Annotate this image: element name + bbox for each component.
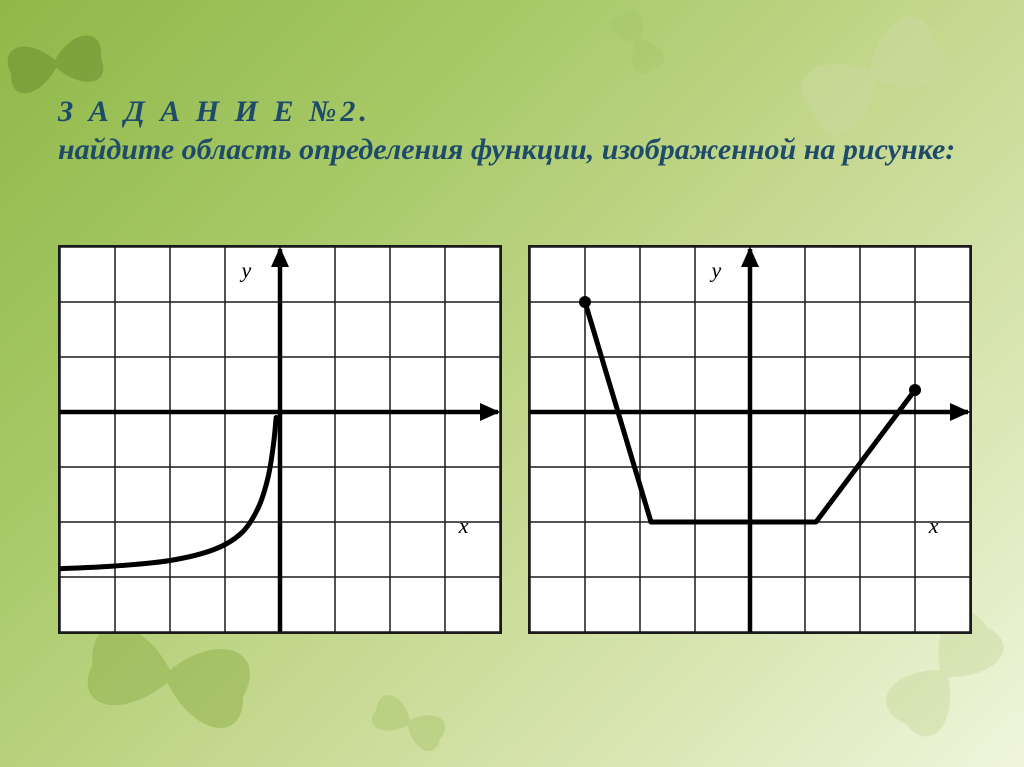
chart-right-panel: xy (528, 245, 972, 634)
task-heading: З А Д А Н И Е №2. найдите область опреде… (58, 95, 966, 167)
svg-text:x: x (458, 513, 469, 538)
heading-line2: найдите область определения функции, изо… (58, 133, 966, 167)
svg-text:y: y (710, 257, 722, 282)
svg-text:x: x (928, 513, 939, 538)
chart-left: xy (60, 247, 500, 632)
chart-right: xy (530, 247, 970, 632)
heading-line1: З А Д А Н И Е №2. (58, 95, 966, 129)
chart-left-panel: xy (58, 245, 502, 634)
charts-row: xy xy (58, 245, 966, 634)
svg-text:y: y (240, 257, 252, 282)
